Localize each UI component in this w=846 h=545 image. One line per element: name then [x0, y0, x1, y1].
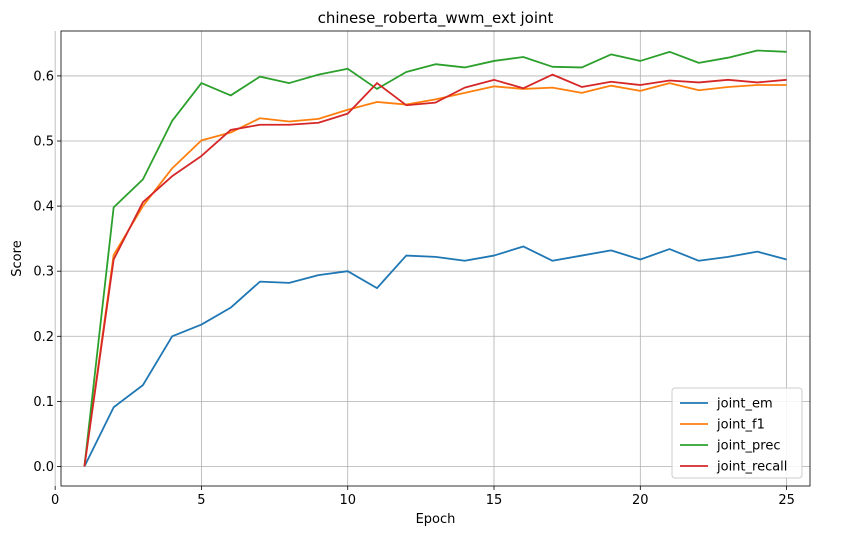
y-tick-label: 0.4: [33, 200, 54, 215]
legend-box: [671, 387, 803, 479]
series-line-joint-prec: [83, 49, 787, 467]
x-tick-label: 15: [486, 493, 503, 508]
series-lines: [83, 49, 787, 467]
y-tick-label: 0.3: [33, 265, 54, 280]
legend: joint_em joint_f1 joint_prec joint_recall: [671, 387, 803, 479]
series-line-joint-recall: [83, 73, 787, 467]
y-tick-label: 0.0: [33, 460, 54, 475]
legend-label: joint_recall: [716, 460, 787, 475]
y-tick-label: 0.1: [33, 395, 54, 410]
legend-label: joint_em: [716, 397, 773, 412]
chart-title: chinese_roberta_wwm_ext joint: [318, 9, 554, 28]
y-axis-label: Score: [10, 240, 25, 276]
x-tick-label: 10: [339, 493, 356, 508]
legend-label: joint_f1: [716, 418, 765, 433]
y-tick-label: 0.5: [33, 135, 54, 150]
x-tick-label: 25: [778, 493, 795, 508]
plot-frame: [60, 30, 811, 487]
y-tick-label: 0.2: [33, 330, 54, 345]
x-axis-label: Epoch: [416, 512, 456, 527]
series-line-joint-em: [83, 245, 787, 467]
y-tick-label: 0.6: [33, 69, 54, 84]
x-tick-label: 5: [197, 493, 205, 508]
x-tick-label: 0: [51, 493, 59, 508]
legend-label: joint_prec: [716, 439, 780, 454]
axis-ticks: 0 5 10 15 20 25 0.0 0.1 0.2 0.3 0.4 0.5 0.6: [33, 69, 795, 508]
x-tick-label: 20: [632, 493, 649, 508]
series-line-joint-f1: [83, 82, 787, 467]
